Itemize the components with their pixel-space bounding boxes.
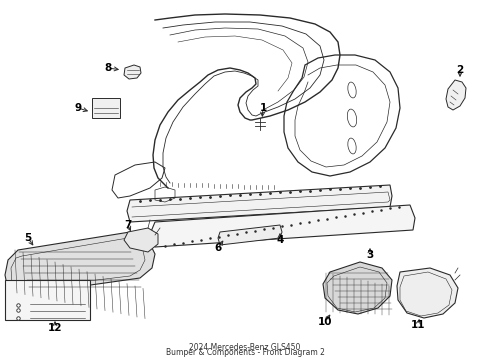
FancyBboxPatch shape bbox=[92, 98, 120, 118]
Text: 2024 Mercedes-Benz GLS450: 2024 Mercedes-Benz GLS450 bbox=[189, 343, 301, 352]
Polygon shape bbox=[446, 80, 466, 110]
Text: 9: 9 bbox=[74, 103, 81, 113]
Polygon shape bbox=[323, 262, 392, 314]
Polygon shape bbox=[124, 65, 141, 79]
Text: 4: 4 bbox=[276, 235, 284, 245]
FancyBboxPatch shape bbox=[5, 280, 90, 320]
Text: 2: 2 bbox=[456, 65, 464, 75]
Text: 3: 3 bbox=[367, 250, 374, 260]
Text: 8: 8 bbox=[104, 63, 112, 73]
Text: 12: 12 bbox=[48, 323, 62, 333]
Text: 5: 5 bbox=[24, 233, 32, 243]
Text: Bumper & Components - Front Diagram 2: Bumper & Components - Front Diagram 2 bbox=[166, 348, 324, 357]
Text: 6: 6 bbox=[215, 243, 221, 253]
Text: 11: 11 bbox=[411, 320, 425, 330]
Polygon shape bbox=[127, 185, 392, 222]
Polygon shape bbox=[5, 232, 155, 295]
Text: 1: 1 bbox=[259, 103, 267, 113]
Polygon shape bbox=[124, 228, 158, 252]
Polygon shape bbox=[397, 268, 458, 318]
Text: 10: 10 bbox=[318, 317, 332, 327]
Polygon shape bbox=[150, 205, 415, 247]
Polygon shape bbox=[218, 225, 282, 245]
Text: 7: 7 bbox=[124, 220, 132, 230]
